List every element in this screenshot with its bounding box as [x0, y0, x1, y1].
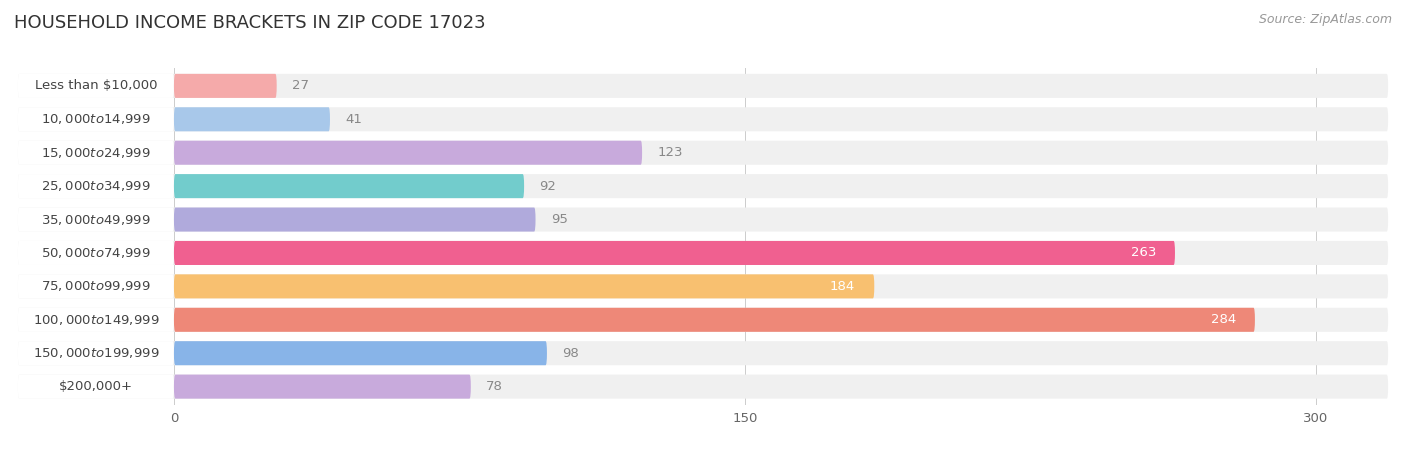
FancyBboxPatch shape	[18, 207, 1388, 232]
Text: 98: 98	[562, 346, 579, 360]
FancyBboxPatch shape	[18, 374, 174, 399]
FancyBboxPatch shape	[174, 107, 330, 131]
FancyBboxPatch shape	[18, 107, 1388, 131]
Text: $25,000 to $34,999: $25,000 to $34,999	[41, 179, 150, 193]
FancyBboxPatch shape	[18, 341, 174, 365]
FancyBboxPatch shape	[18, 141, 1388, 165]
Text: 78: 78	[486, 380, 503, 393]
Text: 263: 263	[1130, 247, 1156, 260]
Text: $75,000 to $99,999: $75,000 to $99,999	[41, 279, 150, 293]
FancyBboxPatch shape	[18, 107, 174, 131]
FancyBboxPatch shape	[18, 341, 1388, 365]
Text: HOUSEHOLD INCOME BRACKETS IN ZIP CODE 17023: HOUSEHOLD INCOME BRACKETS IN ZIP CODE 17…	[14, 14, 485, 32]
FancyBboxPatch shape	[174, 174, 524, 198]
Text: 184: 184	[830, 280, 855, 293]
Text: $100,000 to $149,999: $100,000 to $149,999	[32, 313, 159, 327]
FancyBboxPatch shape	[18, 207, 174, 232]
Text: Source: ZipAtlas.com: Source: ZipAtlas.com	[1258, 14, 1392, 27]
FancyBboxPatch shape	[18, 141, 174, 165]
FancyBboxPatch shape	[18, 174, 1388, 198]
FancyBboxPatch shape	[174, 141, 643, 165]
FancyBboxPatch shape	[18, 241, 1388, 265]
Text: $15,000 to $24,999: $15,000 to $24,999	[41, 146, 150, 160]
Text: $200,000+: $200,000+	[59, 380, 134, 393]
Text: $150,000 to $199,999: $150,000 to $199,999	[32, 346, 159, 360]
FancyBboxPatch shape	[18, 274, 174, 298]
FancyBboxPatch shape	[174, 207, 536, 232]
Text: 95: 95	[551, 213, 568, 226]
Text: $35,000 to $49,999: $35,000 to $49,999	[41, 212, 150, 226]
Text: $50,000 to $74,999: $50,000 to $74,999	[41, 246, 150, 260]
FancyBboxPatch shape	[18, 174, 174, 198]
FancyBboxPatch shape	[174, 341, 547, 365]
Text: 92: 92	[540, 180, 557, 193]
Text: Less than $10,000: Less than $10,000	[35, 79, 157, 92]
FancyBboxPatch shape	[18, 308, 1388, 332]
FancyBboxPatch shape	[18, 74, 174, 98]
FancyBboxPatch shape	[174, 241, 1175, 265]
FancyBboxPatch shape	[18, 274, 1388, 298]
Text: 284: 284	[1211, 313, 1236, 326]
FancyBboxPatch shape	[174, 274, 875, 298]
Text: 41: 41	[346, 113, 363, 126]
FancyBboxPatch shape	[174, 308, 1256, 332]
FancyBboxPatch shape	[174, 74, 277, 98]
Text: 27: 27	[292, 79, 309, 92]
FancyBboxPatch shape	[18, 374, 1388, 399]
FancyBboxPatch shape	[18, 74, 1388, 98]
FancyBboxPatch shape	[18, 308, 174, 332]
FancyBboxPatch shape	[174, 374, 471, 399]
Text: $10,000 to $14,999: $10,000 to $14,999	[41, 112, 150, 126]
Text: 123: 123	[658, 146, 683, 159]
FancyBboxPatch shape	[18, 241, 174, 265]
